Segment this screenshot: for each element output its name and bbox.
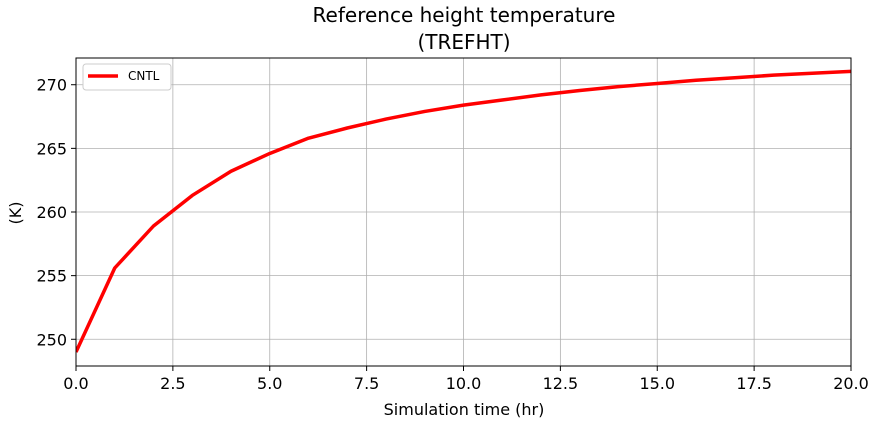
y-axis-label: (K) xyxy=(6,202,25,225)
plot-area-frame xyxy=(75,57,852,367)
x-tick-label: 12.5 xyxy=(543,374,579,393)
legend-box xyxy=(82,63,172,91)
x-tick-label: 7.5 xyxy=(354,374,379,393)
x-axis-label: Simulation time (hr) xyxy=(384,400,545,419)
x-tick-label: 17.5 xyxy=(736,374,772,393)
chart-title-line1: Reference height temperature xyxy=(313,3,616,27)
x-tick-label: 10.0 xyxy=(446,374,482,393)
chart-title-line2: (TREFHT) xyxy=(417,30,510,54)
x-tick-label: 20.0 xyxy=(833,374,869,393)
y-tick-label: 270 xyxy=(36,76,67,95)
y-tick-label: 260 xyxy=(36,203,67,222)
x-tick-label: 2.5 xyxy=(160,374,185,393)
x-tick-label: 5.0 xyxy=(257,374,282,393)
grid-lines xyxy=(75,58,852,366)
x-tick-label: 15.0 xyxy=(639,374,675,393)
y-axis-ticks: 250 255 260 265 270 xyxy=(36,76,76,349)
legend: CNTL xyxy=(82,63,172,91)
legend-label: CNTL xyxy=(128,69,160,83)
series-line-cntl xyxy=(76,69,851,353)
series-layer xyxy=(76,69,851,353)
x-axis-ticks: 0.0 2.5 5.0 7.5 10.0 12.5 15.0 17.5 20.0 xyxy=(63,366,869,393)
y-tick-label: 265 xyxy=(36,139,67,158)
y-tick-label: 250 xyxy=(36,330,67,349)
y-tick-label: 255 xyxy=(36,267,67,286)
x-tick-label: 0.0 xyxy=(63,374,88,393)
